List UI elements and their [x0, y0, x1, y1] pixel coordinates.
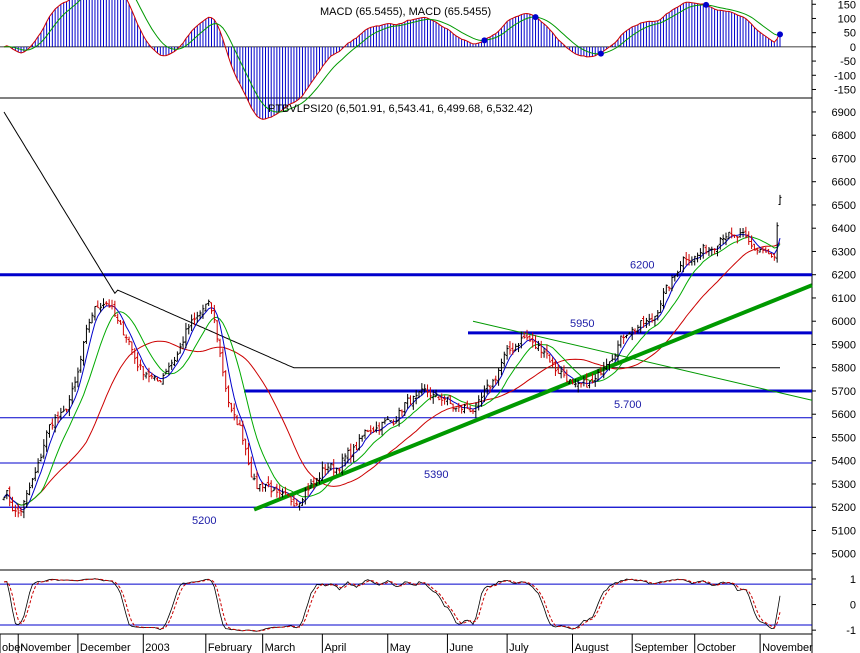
macd-axis-tick-label: -50	[840, 56, 856, 68]
stoch-axis-tick-label: 1	[850, 574, 856, 586]
macd-signal-point	[777, 31, 783, 38]
macd-panel	[0, 0, 812, 120]
x-axis-label: July	[509, 642, 529, 653]
macd-title: MACD (65.5455), MACD (65.5455)	[320, 6, 491, 18]
price-axis-tick-label: 6900	[832, 107, 856, 119]
x-axis-label: March	[265, 642, 296, 653]
level-label-5200: 5200	[192, 515, 216, 527]
price-axis-tick-label: 6100	[832, 293, 856, 305]
x-axis-label: November	[20, 642, 71, 653]
macd-line	[3, 0, 781, 120]
price-axis-tick-label: 5000	[832, 549, 856, 561]
price-axis-tick-label: 6200	[832, 270, 856, 282]
macd-axis-tick-label: 0	[850, 42, 856, 54]
macd-axis-tick-label: 50	[844, 28, 856, 40]
level-label-5950: 5950	[570, 318, 594, 330]
up-trendline	[253, 283, 813, 512]
price-axis-tick-label: 5600	[832, 409, 856, 421]
level-label-6200: 6200	[630, 260, 654, 272]
stoch-axis-tick-label: 0	[850, 600, 856, 612]
level-label-5390: 5390	[424, 469, 448, 481]
price-axis-tick-label: 5100	[832, 525, 856, 537]
price-axis-tick-label: 6800	[832, 130, 856, 142]
x-axis-label: May	[390, 642, 411, 653]
macd-axis-tick-label: -150	[834, 84, 856, 96]
price-axis-tick-label: 5900	[832, 339, 856, 351]
macd-axis-tick-label: -100	[834, 70, 856, 82]
macd-signal-line	[3, 0, 781, 113]
x-axis-label: August	[574, 642, 608, 653]
level-label-5.700: 5.700	[614, 399, 642, 411]
price-axis-tick-label: 5700	[832, 386, 856, 398]
x-axis-label: April	[324, 642, 346, 653]
x-axis-label: October	[697, 642, 736, 653]
price-axis-tick-label: 6600	[832, 177, 856, 189]
price-axis-tick-label: 5300	[832, 479, 856, 491]
price-axis-tick-label: 5200	[832, 502, 856, 514]
macd-axis-tick-label: 150	[838, 0, 856, 11]
price-axis-tick-label: 6700	[832, 153, 856, 165]
stochastic-panel	[0, 578, 812, 632]
stoch-axis-tick-label: -1	[846, 625, 856, 637]
macd-signal-point	[532, 14, 539, 21]
price-title: PTBVLPSI20 (6,501.91, 6,543.41, 6,499.68…	[268, 103, 533, 115]
price-axis-tick-label: 6000	[832, 316, 856, 328]
down-trendline	[472, 320, 813, 401]
x-axis-label: June	[449, 642, 473, 653]
price-axis-tick-label: 5500	[832, 432, 856, 444]
x-axis-label: November	[762, 642, 813, 653]
ma-mid-line	[3, 236, 781, 506]
macd-signal-point	[597, 50, 604, 57]
x-axis-label: December	[80, 642, 131, 653]
ma-short-line	[3, 233, 781, 511]
price-panel: 6200 5950 5.700 5390 5200	[0, 111, 813, 527]
price-axis-tick-label: 6300	[832, 246, 856, 258]
x-axis-label: ober	[2, 642, 24, 653]
price-axis-tick-label: 5800	[832, 363, 856, 375]
macd-signal-point	[703, 1, 710, 8]
price-axis-tick-label: 5400	[832, 456, 856, 468]
macd-axis-tick-label: 100	[838, 13, 856, 25]
ma-200-line	[3, 111, 780, 369]
stoch-line-d	[3, 578, 781, 632]
stoch-line-k	[3, 578, 781, 632]
x-axis-label: February	[208, 642, 253, 653]
price-axis-tick-label: 6400	[832, 223, 856, 235]
x-axis-label: 2003	[145, 642, 169, 653]
x-axis-label: September	[634, 642, 688, 653]
price-axis-tick-label: 6500	[832, 200, 856, 212]
macd-signal-point	[481, 37, 488, 44]
